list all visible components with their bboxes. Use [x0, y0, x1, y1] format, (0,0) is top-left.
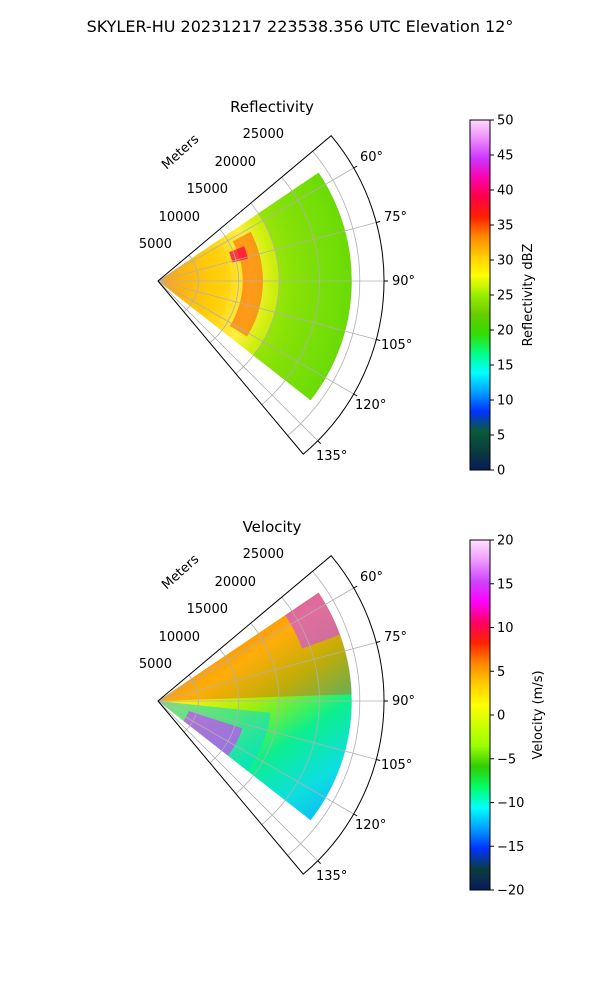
polar-frame: [157, 135, 385, 455]
colorbar-tick-label: −10: [497, 796, 524, 811]
angle-tick-mark: [376, 759, 381, 762]
colorbar-tick-label: 25: [497, 289, 514, 304]
velocity-aliased-band: [183, 710, 243, 756]
angular-grid-line: [157, 280, 319, 442]
polar-frame: [157, 555, 385, 875]
angular-grid-line: [157, 700, 354, 815]
reflectivity-radial-tick: 15000: [187, 182, 228, 197]
reflectivity-radial-axis-label: Meters: [159, 132, 202, 173]
angular-grid-line: [157, 587, 354, 702]
reflectivity-title: Reflectivity: [230, 98, 314, 116]
reflectivity-colorbar-label: Reflectivity dBZ: [521, 244, 536, 347]
velocity-angle-tick: 90°: [392, 694, 415, 709]
reflectivity-panel: Reflectivity Meters 5000 10000 15000 200…: [139, 98, 536, 479]
colorbar-tick-label: 10: [497, 394, 514, 409]
radial-grid-circle: [261, 596, 320, 825]
angle-tick-mark: [317, 860, 321, 864]
reflectivity-angle-tick: 60°: [360, 150, 383, 165]
angle-tick-mark: [353, 813, 358, 817]
angle-tick-mark: [353, 165, 358, 169]
radial-grid-circle: [209, 228, 240, 344]
velocity-colorbar-swatch: [469, 539, 491, 891]
colorbar-tick-label: 50: [497, 114, 514, 129]
reflectivity-angle-tick: 135°: [316, 449, 347, 464]
radial-grid-circle: [261, 176, 320, 405]
angle-tick-mark: [376, 640, 381, 643]
radial-grid-circle: [287, 151, 361, 436]
reflectivity-angle-tick: 90°: [392, 274, 415, 289]
velocity-radial-ticks: 5000 10000 15000 20000 25000: [139, 547, 284, 672]
reflectivity-field: [158, 172, 352, 401]
colorbar-tick-label: 15: [497, 577, 514, 592]
angle-tick-mark: [376, 339, 381, 342]
reflectivity-angle-tick: 105°: [381, 338, 412, 353]
velocity-field: [158, 592, 352, 821]
velocity-radial-tick: 25000: [243, 547, 284, 562]
reflectivity-colorbar-swatch: [469, 119, 491, 471]
reflectivity-angle-tick: 120°: [355, 398, 386, 413]
colorbar-tick-label: 0: [497, 709, 505, 724]
velocity-outer-aliased: [285, 592, 341, 649]
reflectivity-strong-echo-band: [229, 231, 263, 337]
angular-grid-line: [157, 280, 377, 340]
colorbar-tick-label: −15: [497, 840, 524, 855]
reflectivity-radial-tick: 10000: [159, 210, 200, 225]
reflectivity-radial-tick: 20000: [215, 155, 256, 170]
velocity-colorbar: −20 −15 −10 −5 0 5 10 15 20 Velocity (m/s): [469, 534, 546, 899]
velocity-colorbar-label: Velocity (m/s): [531, 670, 546, 759]
colorbar-tick-label: 35: [497, 219, 514, 234]
velocity-title: Velocity: [243, 518, 302, 536]
reflectivity-colorbar: 0 5 10 15 20 25 30 35 40 45 50 Reflectivity dBZ: [469, 114, 536, 479]
angular-grid-line: [157, 700, 377, 760]
radial-grid-circle: [287, 571, 361, 856]
colorbar-tick-label: −5: [497, 752, 516, 767]
angular-grid-line: [157, 167, 354, 282]
velocity-angle-ticks: 60° 75° 90° 105° 120° 135°: [316, 570, 415, 884]
angular-grid-line: [157, 642, 377, 702]
reflectivity-angle-ticks: 60° 75° 90° 105° 120° 135°: [316, 150, 415, 464]
velocity-radial-tick: 15000: [187, 602, 228, 617]
figure-title: SKYLER-HU 20231217 223538.356 UTC Elevat…: [87, 17, 514, 36]
colorbar-tick-label: 15: [497, 359, 514, 374]
velocity-data-sector: [158, 592, 352, 821]
angular-grid-line: [157, 700, 319, 862]
radial-grid-circle: [235, 622, 280, 795]
velocity-radial-tick: 5000: [139, 657, 172, 672]
reflectivity-outer-band: [253, 172, 352, 401]
reflectivity-radial-ticks: 5000 10000 15000 20000 25000: [139, 127, 284, 252]
velocity-radial-tick: 10000: [159, 630, 200, 645]
colorbar-tick-label: 5: [497, 665, 505, 680]
velocity-angle-tick: 75°: [384, 630, 407, 645]
colorbar-tick-label: 20: [497, 534, 514, 549]
angle-tick-mark: [353, 585, 358, 589]
reflectivity-angle-tick: 75°: [384, 210, 407, 225]
radial-grid-circle: [235, 202, 280, 375]
colorbar-tick-label: 20: [497, 324, 514, 339]
colorbar-tick-label: 5: [497, 429, 505, 444]
reflectivity-radial-tick: 25000: [243, 127, 284, 142]
angle-tick-mark: [353, 393, 358, 397]
reflectivity-radial-tick: 5000: [139, 237, 172, 252]
colorbar-tick-label: −20: [497, 884, 524, 899]
velocity-angle-tick: 135°: [316, 869, 347, 884]
angle-tick-mark: [376, 220, 381, 223]
angle-tick-mark: [317, 440, 321, 444]
colorbar-tick-label: 30: [497, 254, 514, 269]
velocity-radial-axis-label: Meters: [159, 552, 202, 593]
colorbar-tick-label: 10: [497, 621, 514, 636]
colorbar-tick-label: 45: [497, 149, 514, 164]
angular-grid-line: [157, 222, 377, 282]
velocity-grid: [157, 555, 388, 875]
velocity-radial-tick: 20000: [215, 575, 256, 590]
velocity-angle-tick: 105°: [381, 758, 412, 773]
velocity-panel: Velocity Meters 5000 10000 15000 20000 2…: [139, 518, 546, 899]
velocity-angle-tick: 120°: [355, 818, 386, 833]
reflectivity-grid: [157, 135, 388, 455]
angular-grid-line: [157, 280, 354, 395]
colorbar-tick-label: 40: [497, 184, 514, 199]
colorbar-tick-label: 0: [497, 464, 505, 479]
velocity-angle-tick: 60°: [360, 570, 383, 585]
radial-grid-circle: [209, 648, 240, 764]
